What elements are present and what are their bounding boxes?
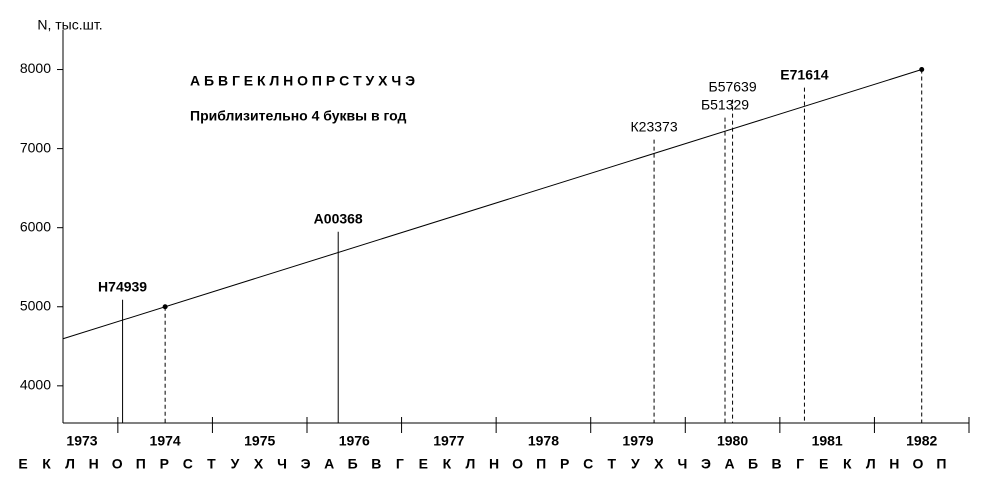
letter-label: У — [631, 456, 640, 472]
letter-label: П — [936, 456, 946, 472]
x-tick-label: 1975 — [244, 433, 275, 449]
letter-label: Е — [419, 456, 428, 472]
x-tick-label: 1978 — [528, 433, 559, 449]
y-tick-label: 8000 — [20, 60, 51, 76]
letter-label: Ч — [277, 456, 287, 472]
letter-label: А — [324, 456, 334, 472]
rate-note: Приблизительно 4 буквы в год — [190, 108, 407, 124]
letter-label: У — [231, 456, 240, 472]
y-tick-label: 6000 — [20, 218, 51, 234]
x-tick-label: 1973 — [66, 433, 97, 449]
trend-line — [62, 69, 922, 340]
x-tick-label: 1976 — [339, 433, 370, 449]
x-tick-label: 1982 — [906, 433, 937, 449]
annotation-label: Е71614 — [780, 66, 828, 82]
letter-label: Л — [466, 456, 476, 472]
letter-label: Г — [796, 456, 804, 472]
letter-label: В — [371, 456, 381, 472]
y-axis-label: N, тыс.шт. — [37, 17, 102, 33]
x-tick-label: 1980 — [717, 433, 748, 449]
letter-label: О — [112, 456, 123, 472]
letter-label: Р — [160, 456, 169, 472]
y-tick-label: 7000 — [20, 139, 51, 155]
letter-label: Н — [489, 456, 499, 472]
letter-label: О — [512, 456, 523, 472]
letter-label: Е — [819, 456, 828, 472]
letter-label: П — [136, 456, 146, 472]
letter-label: Э — [301, 456, 311, 472]
letter-label: К — [42, 456, 51, 472]
point — [162, 304, 168, 310]
y-tick-label: 4000 — [20, 377, 51, 393]
letter-label: К — [843, 456, 852, 472]
letter-label: О — [912, 456, 923, 472]
point — [919, 67, 925, 73]
letter-label: П — [536, 456, 546, 472]
annotation-label: Б51329 — [701, 96, 749, 112]
letter-label: Л — [65, 456, 75, 472]
letter-label: Р — [560, 456, 569, 472]
letter-label: Х — [654, 456, 664, 472]
letter-label: Ч — [677, 456, 687, 472]
letter-label: Е — [18, 456, 27, 472]
letter-label: Л — [866, 456, 876, 472]
y-tick-label: 5000 — [20, 297, 51, 313]
x-tick-label: 1974 — [150, 433, 181, 449]
letter-label: А — [724, 456, 734, 472]
letter-label: Б — [348, 456, 358, 472]
letter-label: Х — [254, 456, 264, 472]
x-tick-label: 1981 — [812, 433, 843, 449]
letter-note: А Б В Г Е К Л Н О П Р С Т У Х Ч Э — [190, 73, 415, 89]
annotation-label: Б57639 — [709, 78, 757, 94]
letter-label: Н — [889, 456, 899, 472]
letter-label: С — [583, 456, 593, 472]
letter-label: В — [772, 456, 782, 472]
letter-label: Т — [207, 456, 216, 472]
letter-label: Э — [701, 456, 711, 472]
letter-label: Н — [89, 456, 99, 472]
annotation-label: А00368 — [314, 210, 363, 226]
letter-label: Г — [396, 456, 404, 472]
letter-label: Б — [748, 456, 758, 472]
annotation-label: К23373 — [631, 118, 678, 134]
letter-label: К — [443, 456, 452, 472]
letter-label: Т — [607, 456, 616, 472]
x-tick-label: 1979 — [622, 433, 653, 449]
x-tick-label: 1977 — [433, 433, 464, 449]
annotation-label: Н74939 — [98, 278, 147, 294]
letter-label: С — [183, 456, 193, 472]
